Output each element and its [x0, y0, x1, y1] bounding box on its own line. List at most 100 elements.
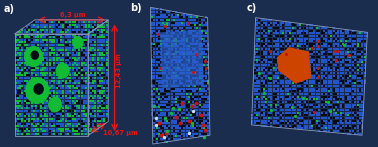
Point [328, 45, 334, 48]
Point [314, 77, 320, 79]
Point [70, 107, 76, 110]
Point [259, 93, 265, 95]
Point [97, 56, 103, 59]
Point [285, 64, 291, 66]
Point [347, 98, 353, 101]
Point [184, 119, 190, 122]
Point [49, 34, 55, 36]
Point [15, 56, 21, 59]
Point [166, 93, 172, 95]
Point [285, 35, 291, 37]
Point [72, 46, 78, 49]
Point [88, 21, 94, 23]
Point [263, 96, 270, 98]
Point [179, 74, 185, 77]
Point [259, 117, 265, 119]
Point [31, 74, 37, 77]
Point [49, 125, 55, 127]
Point [94, 56, 101, 59]
Point [74, 44, 80, 46]
Point [81, 128, 87, 130]
Point [273, 114, 279, 116]
Point [278, 24, 284, 26]
Point [17, 90, 23, 92]
Point [47, 29, 53, 31]
Point [101, 120, 107, 122]
Point [268, 106, 274, 108]
Point [326, 64, 332, 66]
Point [72, 128, 78, 130]
Point [149, 11, 155, 13]
Point [294, 90, 301, 93]
Point [197, 106, 203, 108]
Point [169, 37, 175, 40]
Point [184, 45, 190, 48]
Point [194, 114, 200, 116]
Point [191, 110, 197, 113]
Point [153, 114, 160, 116]
Point [158, 133, 164, 135]
Point [192, 80, 198, 82]
Point [302, 35, 308, 37]
Point [65, 54, 71, 56]
Point [101, 105, 107, 107]
Point [74, 92, 80, 94]
Point [54, 67, 60, 69]
Point [302, 59, 308, 61]
Point [328, 51, 334, 53]
Point [194, 130, 200, 132]
Point [192, 77, 198, 79]
Point [81, 92, 87, 94]
Point [319, 111, 325, 114]
Point [321, 40, 327, 42]
Point [67, 92, 73, 94]
Point [19, 85, 25, 87]
Point [26, 64, 32, 66]
Point [33, 39, 39, 41]
Point [177, 56, 183, 58]
Point [12, 82, 19, 84]
Point [158, 82, 164, 85]
Point [42, 130, 48, 133]
Point [45, 77, 51, 79]
Point [294, 122, 301, 124]
Point [330, 51, 336, 53]
Point [24, 125, 30, 127]
Point [49, 82, 55, 84]
Point [65, 59, 71, 61]
Point [263, 35, 270, 37]
Point [254, 109, 260, 111]
Point [51, 130, 57, 133]
Point [194, 27, 200, 29]
Point [283, 85, 289, 87]
Point [261, 72, 267, 74]
Point [184, 16, 190, 19]
Point [101, 100, 107, 102]
Point [256, 106, 262, 108]
Point [350, 122, 356, 124]
Point [179, 48, 185, 50]
Point [311, 88, 318, 90]
Point [186, 35, 192, 37]
Point [321, 53, 327, 56]
Point [94, 90, 101, 92]
Point [350, 77, 356, 79]
Point [345, 96, 351, 98]
Point [273, 103, 279, 106]
Point [268, 119, 274, 122]
Point [335, 50, 341, 52]
Point [169, 27, 175, 29]
Point [184, 40, 190, 42]
Point [35, 62, 41, 64]
Point [101, 59, 107, 61]
Point [74, 56, 80, 59]
Point [251, 53, 257, 56]
Point [26, 62, 32, 64]
Point [323, 130, 329, 132]
Point [205, 88, 211, 90]
Point [83, 54, 89, 56]
Point [292, 103, 298, 106]
Point [28, 87, 34, 89]
Point [24, 130, 30, 133]
Point [359, 117, 365, 119]
